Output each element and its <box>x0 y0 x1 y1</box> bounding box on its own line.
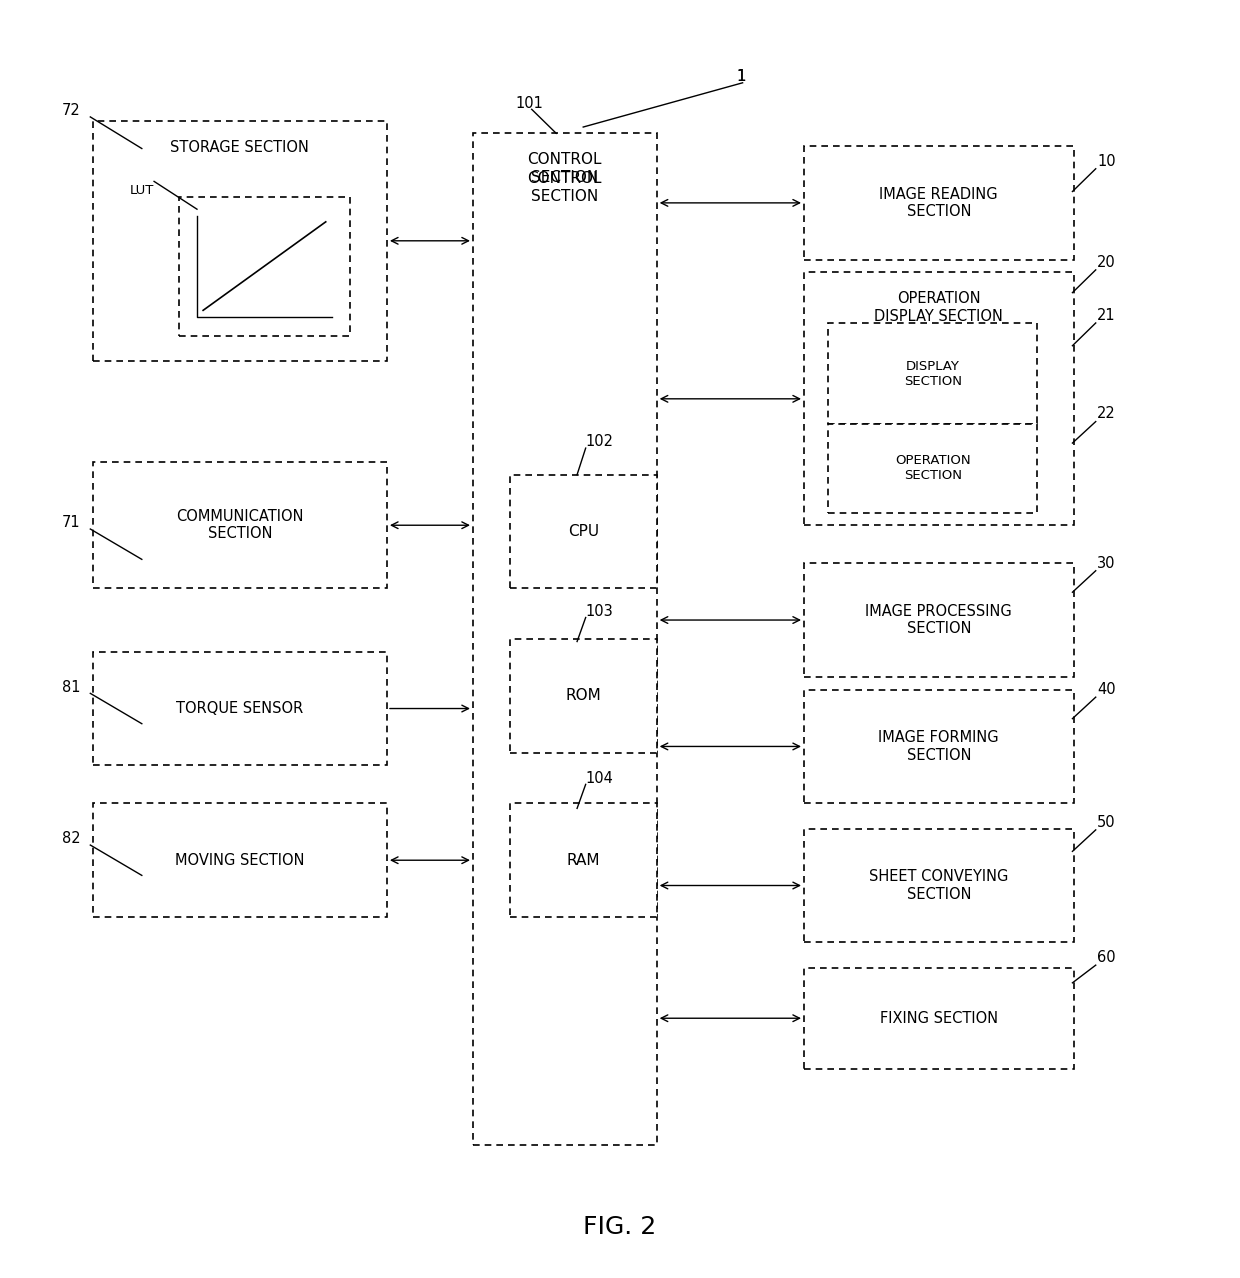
Text: 40: 40 <box>1097 682 1116 697</box>
Text: 22: 22 <box>1097 406 1116 422</box>
FancyBboxPatch shape <box>828 323 1037 424</box>
Text: 103: 103 <box>585 603 614 619</box>
Text: IMAGE FORMING
SECTION: IMAGE FORMING SECTION <box>878 730 999 763</box>
Text: 101: 101 <box>516 96 543 110</box>
Text: 30: 30 <box>1097 556 1116 571</box>
Text: DISPLAY
SECTION: DISPLAY SECTION <box>904 359 962 387</box>
FancyBboxPatch shape <box>804 828 1074 942</box>
FancyBboxPatch shape <box>804 146 1074 259</box>
Text: OPERATION
DISPLAY SECTION: OPERATION DISPLAY SECTION <box>874 291 1003 323</box>
Text: 10: 10 <box>1097 153 1116 169</box>
Text: 20: 20 <box>1097 254 1116 270</box>
Text: STORAGE SECTION: STORAGE SECTION <box>170 139 309 155</box>
Text: 1: 1 <box>737 69 746 84</box>
Text: LUT: LUT <box>129 184 154 197</box>
Text: CONTROL
SECTION: CONTROL SECTION <box>527 152 603 185</box>
Text: 82: 82 <box>62 831 81 846</box>
FancyBboxPatch shape <box>472 133 657 1145</box>
Text: SHEET CONVEYING
SECTION: SHEET CONVEYING SECTION <box>869 869 1008 902</box>
FancyBboxPatch shape <box>804 690 1074 804</box>
Text: 72: 72 <box>62 104 81 118</box>
FancyBboxPatch shape <box>93 463 387 588</box>
FancyBboxPatch shape <box>804 967 1074 1068</box>
FancyBboxPatch shape <box>510 804 657 918</box>
Text: CPU: CPU <box>568 524 599 539</box>
Text: FIG. 2: FIG. 2 <box>583 1215 657 1238</box>
FancyBboxPatch shape <box>93 120 387 360</box>
FancyBboxPatch shape <box>510 474 657 588</box>
Text: 60: 60 <box>1097 950 1116 965</box>
Text: IMAGE READING
SECTION: IMAGE READING SECTION <box>879 187 998 219</box>
Text: IMAGE PROCESSING
SECTION: IMAGE PROCESSING SECTION <box>866 603 1012 636</box>
FancyBboxPatch shape <box>510 639 657 753</box>
Text: 21: 21 <box>1097 308 1116 323</box>
Text: 50: 50 <box>1097 815 1116 829</box>
FancyBboxPatch shape <box>93 804 387 918</box>
Text: COMMUNICATION
SECTION: COMMUNICATION SECTION <box>176 509 304 542</box>
Text: 102: 102 <box>585 435 614 450</box>
Text: 104: 104 <box>585 771 614 786</box>
Text: MOVING SECTION: MOVING SECTION <box>175 852 305 868</box>
FancyBboxPatch shape <box>93 652 387 766</box>
Text: CONTROL
SECTION: CONTROL SECTION <box>527 171 603 203</box>
FancyBboxPatch shape <box>828 424 1037 512</box>
FancyBboxPatch shape <box>804 272 1074 525</box>
Text: OPERATION
SECTION: OPERATION SECTION <box>895 455 971 482</box>
Text: FIXING SECTION: FIXING SECTION <box>879 1011 998 1026</box>
Text: TORQUE SENSOR: TORQUE SENSOR <box>176 702 304 716</box>
Text: 1: 1 <box>737 69 745 84</box>
Text: 81: 81 <box>62 680 81 694</box>
FancyBboxPatch shape <box>804 564 1074 677</box>
FancyBboxPatch shape <box>179 197 350 336</box>
Text: RAM: RAM <box>567 852 600 868</box>
Text: 71: 71 <box>62 515 81 530</box>
Text: ROM: ROM <box>565 689 601 703</box>
